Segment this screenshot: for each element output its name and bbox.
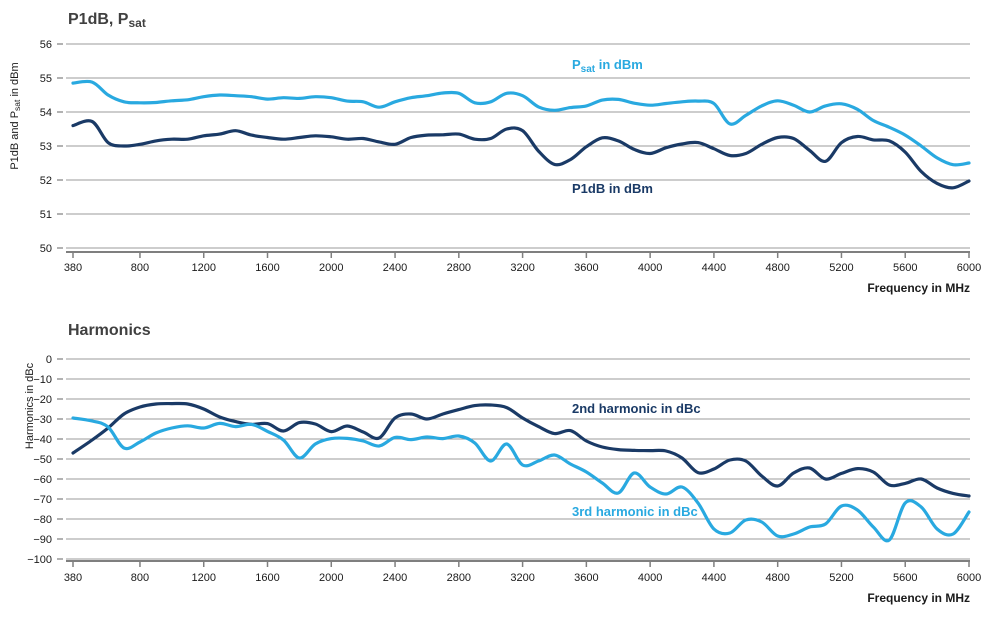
x-tick-label: 6000 bbox=[957, 572, 981, 584]
bottom-y-axis-label: Harmonics in dBc bbox=[24, 363, 36, 449]
x-tick-label: 2800 bbox=[447, 572, 471, 584]
y-tick-label: −60 bbox=[33, 474, 52, 486]
x-tick-label: 1600 bbox=[255, 572, 279, 584]
y-tick-label: 52 bbox=[40, 175, 52, 187]
legend-2nd-harmonic-text: 2nd harmonic in dBc bbox=[572, 401, 701, 416]
bottom-chart-title-text: Harmonics bbox=[68, 322, 151, 339]
x-tick-label: 4400 bbox=[702, 262, 726, 274]
x-tick-label: 5200 bbox=[829, 262, 853, 274]
top-y-axis-label-unit: in dBm bbox=[9, 62, 21, 100]
third-harmonic-curve bbox=[71, 416, 971, 543]
x-tick-label: 4000 bbox=[638, 572, 662, 584]
x-tick-label: 800 bbox=[131, 572, 149, 584]
legend-3rd-harmonic-text: 3rd harmonic in dBc bbox=[572, 504, 698, 519]
y-tick-label: 53 bbox=[40, 141, 52, 153]
y-tick-label: 0 bbox=[46, 354, 52, 366]
x-tick-label: 4400 bbox=[702, 572, 726, 584]
legend-psat-text: P bbox=[572, 57, 581, 72]
x-tick-label: 4800 bbox=[765, 262, 789, 274]
y-tick-label: −30 bbox=[33, 414, 52, 426]
legend-p1db: P1dB in dBm bbox=[572, 181, 653, 196]
y-tick-label: 54 bbox=[40, 107, 52, 119]
y-tick-label: 51 bbox=[40, 209, 52, 221]
bottom-x-axis-label: Frequency in MHz bbox=[867, 591, 970, 605]
x-tick-label: 5600 bbox=[893, 262, 917, 274]
x-tick-label: 380 bbox=[64, 262, 82, 274]
p1db-curve bbox=[71, 119, 971, 190]
top-y-axis-label-text: P1dB and P bbox=[9, 110, 21, 170]
y-tick-label: 56 bbox=[40, 39, 52, 51]
x-tick-label: 2400 bbox=[383, 572, 407, 584]
x-tick-label: 3600 bbox=[574, 572, 598, 584]
x-tick-label: 1600 bbox=[255, 262, 279, 274]
top-chart-title: P1dB, Psat bbox=[68, 11, 146, 30]
legend-p1db-text: P1dB in dBm bbox=[572, 181, 653, 196]
legend-3rd-harmonic: 3rd harmonic in dBc bbox=[572, 504, 698, 519]
top-y-axis-label: P1dB and Psat in dBm bbox=[9, 62, 22, 170]
y-tick-label: −40 bbox=[33, 434, 52, 446]
y-tick-label: −70 bbox=[33, 494, 52, 506]
x-tick-label: 3200 bbox=[510, 572, 534, 584]
x-tick-label: 2400 bbox=[383, 262, 407, 274]
x-tick-label: 1200 bbox=[191, 572, 215, 584]
x-tick-label: 1200 bbox=[191, 262, 215, 274]
x-tick-label: 4800 bbox=[765, 572, 789, 584]
second-harmonic-curve bbox=[71, 401, 971, 498]
x-tick-label: 5600 bbox=[893, 572, 917, 584]
y-tick-label: −90 bbox=[33, 534, 52, 546]
psat-curve bbox=[71, 79, 971, 167]
top-y-axis-label-subscript: sat bbox=[12, 99, 22, 111]
x-tick-label: 6000 bbox=[957, 262, 981, 274]
y-tick-label: −100 bbox=[27, 554, 52, 566]
legend-psat-subscript: sat bbox=[580, 63, 596, 75]
x-tick-label: 380 bbox=[64, 572, 82, 584]
legend-psat-unit: in dBm bbox=[595, 57, 643, 72]
x-tick-label: 4000 bbox=[638, 262, 662, 274]
x-tick-label: 3200 bbox=[510, 262, 534, 274]
y-tick-label: −20 bbox=[33, 394, 52, 406]
x-tick-label: 3600 bbox=[574, 262, 598, 274]
y-tick-label: −50 bbox=[33, 454, 52, 466]
y-tick-label: −10 bbox=[33, 374, 52, 386]
x-tick-label: 2000 bbox=[319, 572, 343, 584]
x-tick-label: 2000 bbox=[319, 262, 343, 274]
bottom-y-axis-label-text: Harmonics in dBc bbox=[24, 362, 36, 450]
legend-psat: Psat in dBm bbox=[572, 57, 643, 75]
x-tick-label: 2800 bbox=[447, 262, 471, 274]
top-chart-title-text: P1dB, P bbox=[68, 11, 129, 28]
bottom-chart-title: Harmonics bbox=[68, 322, 151, 340]
legend-2nd-harmonic: 2nd harmonic in dBc bbox=[572, 401, 701, 416]
top-x-axis-label: Frequency in MHz bbox=[867, 281, 970, 295]
x-tick-label: 800 bbox=[131, 262, 149, 274]
y-tick-label: 50 bbox=[40, 243, 52, 255]
y-tick-label: −80 bbox=[33, 514, 52, 526]
y-tick-label: 55 bbox=[40, 73, 52, 85]
top-chart-title-subscript: sat bbox=[128, 16, 146, 30]
x-tick-label: 5200 bbox=[829, 572, 853, 584]
